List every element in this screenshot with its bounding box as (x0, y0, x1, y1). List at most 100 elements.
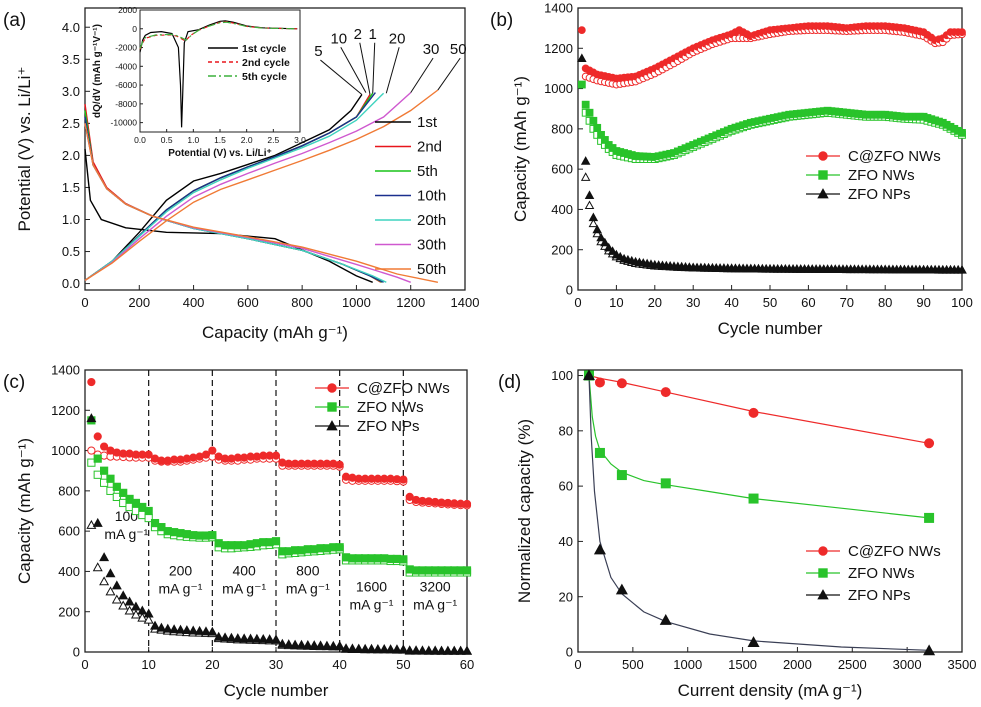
y-axis-label: Normalized capacity (%) (515, 419, 534, 603)
data-point-discharge (130, 601, 141, 611)
cycle-annotation: 2 (354, 26, 362, 43)
data-point-discharge (372, 644, 383, 653)
data-point-discharge (585, 108, 594, 117)
legend-label: ZFO NWs (848, 167, 915, 184)
x-tick-label: 400 (183, 295, 205, 310)
legend-marker (818, 170, 828, 180)
data-point-discharge (577, 80, 586, 89)
panel-b: 0 10 20 30 40 50 60 70 80 90 100020040060080010001… (490, 1, 973, 338)
data-point-discharge (577, 53, 587, 62)
data-point-discharge (315, 640, 326, 650)
annotation-arrow (372, 42, 376, 94)
data-point-charge (143, 614, 154, 624)
y-tick-label: 600 (551, 162, 573, 177)
data-point-discharge (283, 639, 294, 649)
x-tick-label: 0 (81, 295, 88, 310)
rate-label: mA g⁻¹ (222, 580, 266, 596)
data-point-discharge (442, 645, 453, 655)
y-tick-label: 4.0 (62, 20, 80, 35)
y-tick-label: 800 (551, 121, 573, 136)
data-point-discharge (399, 475, 408, 484)
panel-label: (d) (498, 372, 521, 393)
series-2 (582, 369, 936, 656)
y-tick-label: 1000 (51, 443, 80, 458)
x-tick-label: 0 (574, 657, 581, 672)
inset-y-tick-label: 0 (132, 24, 137, 34)
inset-x-tick-label: 1.0 (187, 135, 199, 145)
data-point-discharge (156, 622, 167, 632)
legend-marker (327, 383, 337, 393)
inset-curve (139, 20, 298, 128)
fit-curve (588, 375, 930, 519)
legend-label: ZFO NWs (848, 565, 915, 582)
rate-label: 400 (232, 562, 256, 578)
data-point-discharge (150, 620, 161, 630)
cycle-annotation: 1 (369, 26, 377, 43)
data-point-discharge (277, 638, 288, 648)
series-2 (577, 53, 967, 274)
data-point-discharge (335, 543, 344, 552)
y-tick-label: 1000 (544, 81, 573, 96)
data-point-discharge (106, 474, 115, 483)
x-tick-label: 1400 (451, 295, 480, 310)
legend-marker (327, 402, 337, 412)
data-point-discharge (86, 413, 97, 423)
data-point-discharge (335, 460, 344, 469)
data-point-discharge (347, 643, 358, 653)
data-point-discharge (232, 633, 243, 643)
annotation-arrow (320, 59, 363, 95)
data-point (616, 378, 627, 389)
legend-label: ZFO NPs (848, 587, 911, 604)
data-point-discharge (271, 634, 281, 644)
y-axis-label: Capacity (mAh g⁻¹) (15, 438, 34, 584)
data-point-discharge (385, 644, 396, 654)
data-point-discharge (449, 645, 460, 655)
data-point-discharge (588, 212, 599, 222)
x-tick-label: 30 (269, 657, 283, 672)
data-point-discharge (462, 566, 472, 575)
legend-marker (818, 151, 828, 161)
inset-curve (139, 21, 298, 49)
data-point-discharge (99, 552, 110, 562)
legend-label: ZFO NPs (357, 418, 420, 435)
legend-marker (817, 589, 829, 600)
inset-x-tick-label: 3.0 (294, 135, 306, 145)
legend-marker (818, 546, 828, 556)
rate-label: mA g⁻¹ (413, 597, 457, 613)
data-point-discharge (592, 224, 602, 234)
y-tick-label: 400 (58, 564, 80, 579)
inset-frame (139, 9, 301, 133)
data-point-discharge (334, 640, 345, 650)
data-point (923, 644, 936, 656)
legend-label: 50th (417, 261, 446, 278)
data-point-charge (588, 218, 599, 228)
charge-curve (84, 92, 412, 281)
rate-label: 200 (169, 562, 193, 578)
data-point-discharge (239, 633, 250, 643)
data-point-discharge (105, 568, 116, 578)
x-tick-label: 10 (609, 295, 623, 310)
data-point-discharge (137, 605, 148, 615)
series-1 (577, 80, 966, 163)
data-point-discharge (584, 190, 595, 199)
inset-y-tick-label: -10000 (111, 118, 138, 128)
x-axis-label: Current density (mA g⁻¹) (678, 681, 863, 700)
inset-y-label: dQ/dV (mAh g⁻¹V⁻¹) (92, 24, 103, 118)
x-tick-label: 20 (648, 295, 662, 310)
data-point (616, 470, 627, 481)
x-tick-label: 60 (460, 657, 474, 672)
inset-legend-label: 1st cycle (242, 43, 287, 55)
y-tick-label: 600 (58, 524, 80, 539)
x-tick-label: 0 (574, 295, 581, 310)
data-point (924, 512, 935, 523)
data-point (593, 543, 606, 555)
data-point-discharge (580, 156, 591, 165)
inset-legend-label: 2nd cycle (242, 57, 290, 69)
y-tick-label: 0 (73, 645, 80, 660)
data-point-discharge (258, 633, 269, 643)
data-point-discharge (366, 643, 377, 653)
data-point-discharge (264, 634, 275, 644)
x-tick-label: 800 (291, 295, 313, 310)
x-tick-label: 2000 (783, 657, 812, 672)
